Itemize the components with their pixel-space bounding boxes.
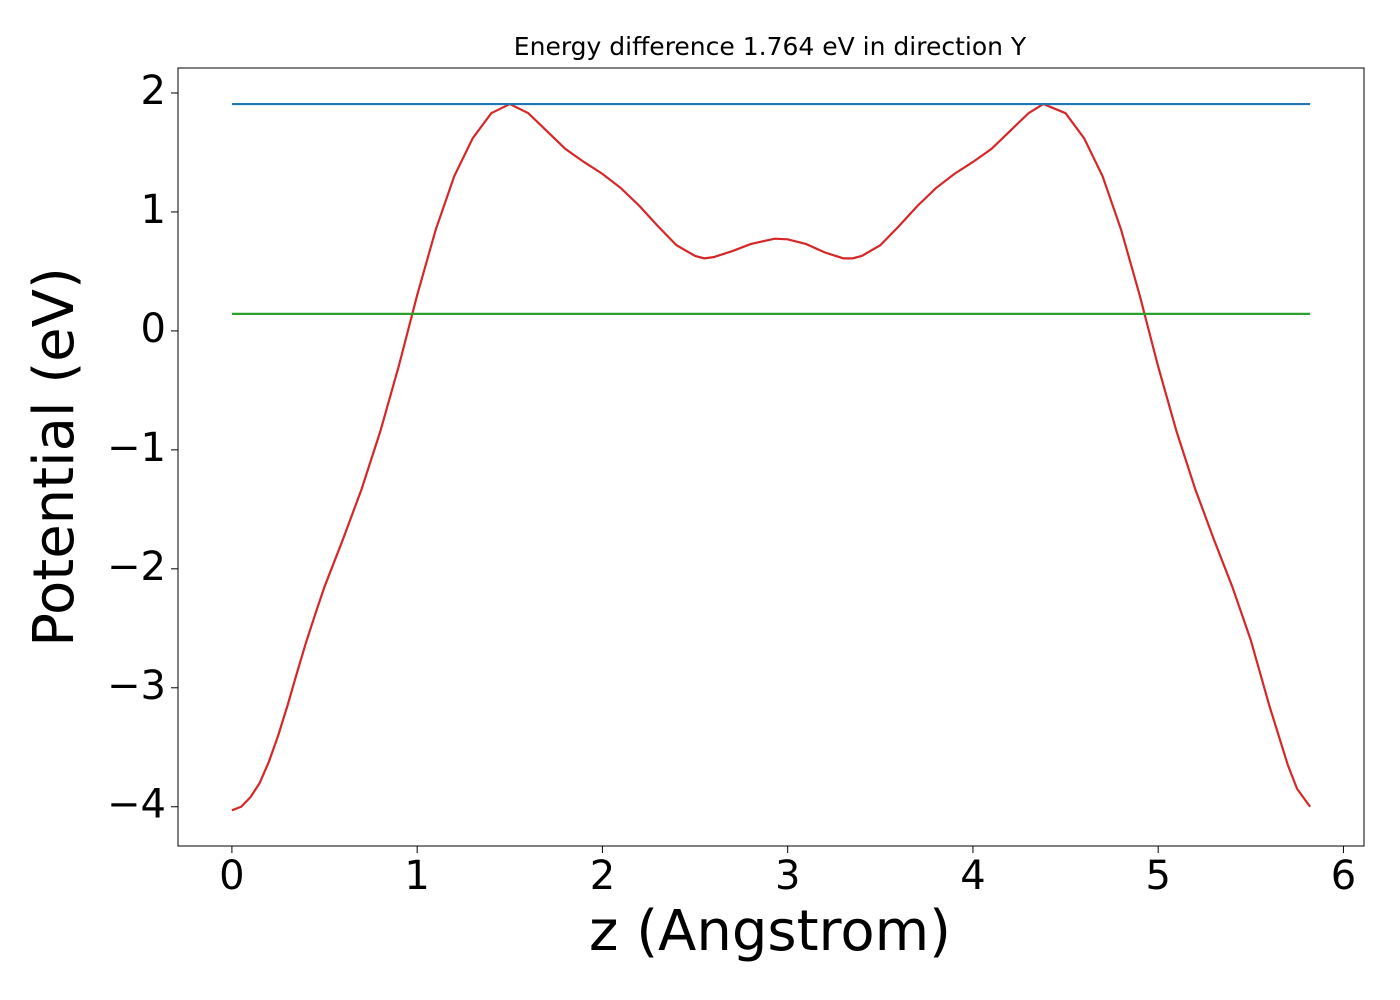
y-tick-label: −1 xyxy=(107,425,166,471)
x-tick-label: 6 xyxy=(1331,853,1356,899)
x-tick-label: 5 xyxy=(1145,853,1170,899)
x-axis-label: z (Angstrom) xyxy=(589,899,951,964)
y-tick-label: −2 xyxy=(107,544,166,590)
y-tick-label: −3 xyxy=(107,663,166,709)
y-axis-label: Potential (eV) xyxy=(22,267,87,647)
x-tick-label: 0 xyxy=(219,853,244,899)
chart-title: Energy difference 1.764 eV in direction … xyxy=(514,32,1027,61)
data-line xyxy=(231,102,1311,812)
x-tick-label: 3 xyxy=(775,853,800,899)
y-tick-label: 1 xyxy=(141,187,166,233)
x-tick-label: 2 xyxy=(590,853,615,899)
y-tick-label: 2 xyxy=(141,68,166,114)
y-tick-label: −4 xyxy=(107,782,166,828)
x-tick-label: 4 xyxy=(960,853,985,899)
plot-frame xyxy=(177,67,1365,847)
y-tick-label: 0 xyxy=(141,306,166,352)
x-tick-label: 1 xyxy=(404,853,429,899)
